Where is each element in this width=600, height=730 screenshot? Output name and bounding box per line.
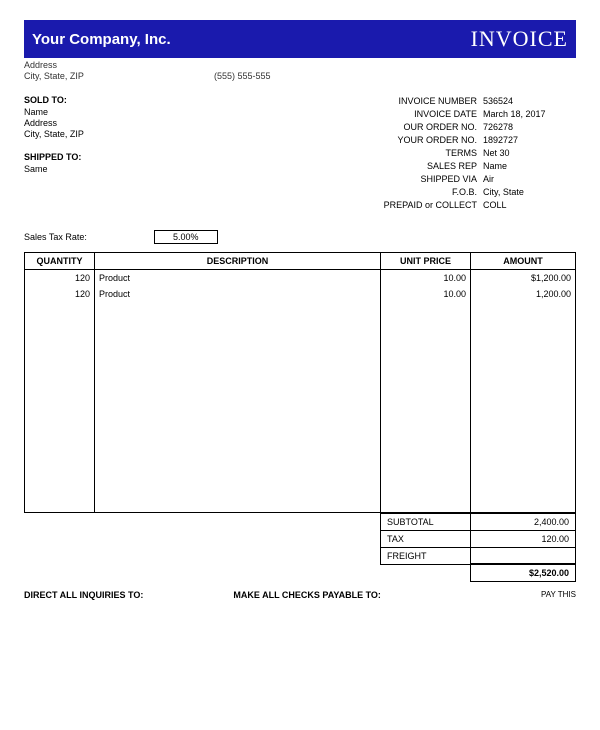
tax-value: 120.00: [471, 530, 576, 547]
company-city-row: City, State, ZIP (555) 555-555: [24, 71, 576, 81]
company-name: Your Company, Inc.: [32, 31, 171, 48]
col-unit-price: UNIT PRICE: [381, 253, 471, 270]
sold-to-name: Name: [24, 107, 224, 117]
pay-this-label: PAY THIS: [471, 590, 576, 600]
col-quantity: QUANTITY: [25, 253, 95, 270]
item-qty: 120: [25, 286, 95, 302]
tax-rate-label: Sales Tax Rate:: [24, 232, 154, 242]
meta-value: Name: [481, 160, 576, 173]
shipped-to-value: Same: [24, 164, 224, 174]
item-price: 10.00: [381, 286, 471, 302]
meta-label: TERMS: [296, 147, 481, 160]
meta-label: PREPAID or COLLECT: [296, 199, 481, 212]
item-price: 10.00: [381, 270, 471, 287]
sold-to-city: City, State, ZIP: [24, 129, 224, 139]
company-city: City, State, ZIP: [24, 71, 214, 81]
info-section: SOLD TO: Name Address City, State, ZIP S…: [24, 95, 576, 212]
table-row: 120 Product 10.00 1,200.00: [25, 286, 576, 302]
header-bar: Your Company, Inc. INVOICE: [24, 20, 576, 58]
tax-rate-row: Sales Tax Rate: 5.00%: [24, 230, 576, 244]
item-amount: 1,200.00: [471, 286, 576, 302]
tax-label: TAX: [381, 530, 471, 547]
table-filler: [25, 302, 576, 512]
meta-label: F.O.B.: [296, 186, 481, 199]
meta-label: INVOICE NUMBER: [296, 95, 481, 108]
tax-rate-value: 5.00%: [154, 230, 218, 244]
meta-label: YOUR ORDER NO.: [296, 134, 481, 147]
totals-table: SUBTOTAL 2,400.00 TAX 120.00 FREIGHT $2,…: [24, 513, 576, 583]
meta-value: COLL: [481, 199, 576, 212]
col-amount: AMOUNT: [471, 253, 576, 270]
inquiries-label: DIRECT ALL INQUIRIES TO:: [24, 590, 143, 600]
meta-value: Air: [481, 173, 576, 186]
meta-label: INVOICE DATE: [296, 108, 481, 121]
meta-label: SHIPPED VIA: [296, 173, 481, 186]
subtotal-value: 2,400.00: [471, 513, 576, 530]
meta-value: 726278: [481, 121, 576, 134]
meta-block: INVOICE NUMBER536524 INVOICE DATEMarch 1…: [296, 95, 576, 212]
item-qty: 120: [25, 270, 95, 287]
line-items-table: QUANTITY DESCRIPTION UNIT PRICE AMOUNT 1…: [24, 252, 576, 513]
company-phone: (555) 555-555: [214, 71, 271, 81]
footer-row: DIRECT ALL INQUIRIES TO: MAKE ALL CHECKS…: [24, 590, 576, 600]
meta-value: 536524: [481, 95, 576, 108]
sold-to-address: Address: [24, 118, 224, 128]
invoice-title: INVOICE: [471, 26, 568, 52]
subtotal-label: SUBTOTAL: [381, 513, 471, 530]
meta-label: SALES REP: [296, 160, 481, 173]
sold-to-label: SOLD TO:: [24, 95, 224, 105]
company-address-row: Address: [24, 60, 576, 70]
item-amount: $1,200.00: [471, 270, 576, 287]
meta-label: OUR ORDER NO.: [296, 121, 481, 134]
item-desc: Product: [95, 286, 381, 302]
table-row: 120 Product 10.00 $1,200.00: [25, 270, 576, 287]
meta-value: City, State: [481, 186, 576, 199]
meta-value: 1892727: [481, 134, 576, 147]
freight-label: FREIGHT: [381, 547, 471, 564]
payable-label: MAKE ALL CHECKS PAYABLE TO:: [233, 590, 381, 600]
meta-value: Net 30: [481, 147, 576, 160]
meta-value: March 18, 2017: [481, 108, 576, 121]
shipped-to-label: SHIPPED TO:: [24, 152, 224, 162]
grand-total: $2,520.00: [471, 564, 576, 582]
item-desc: Product: [95, 270, 381, 287]
company-address: Address: [24, 60, 214, 70]
col-description: DESCRIPTION: [95, 253, 381, 270]
freight-value: [471, 547, 576, 564]
